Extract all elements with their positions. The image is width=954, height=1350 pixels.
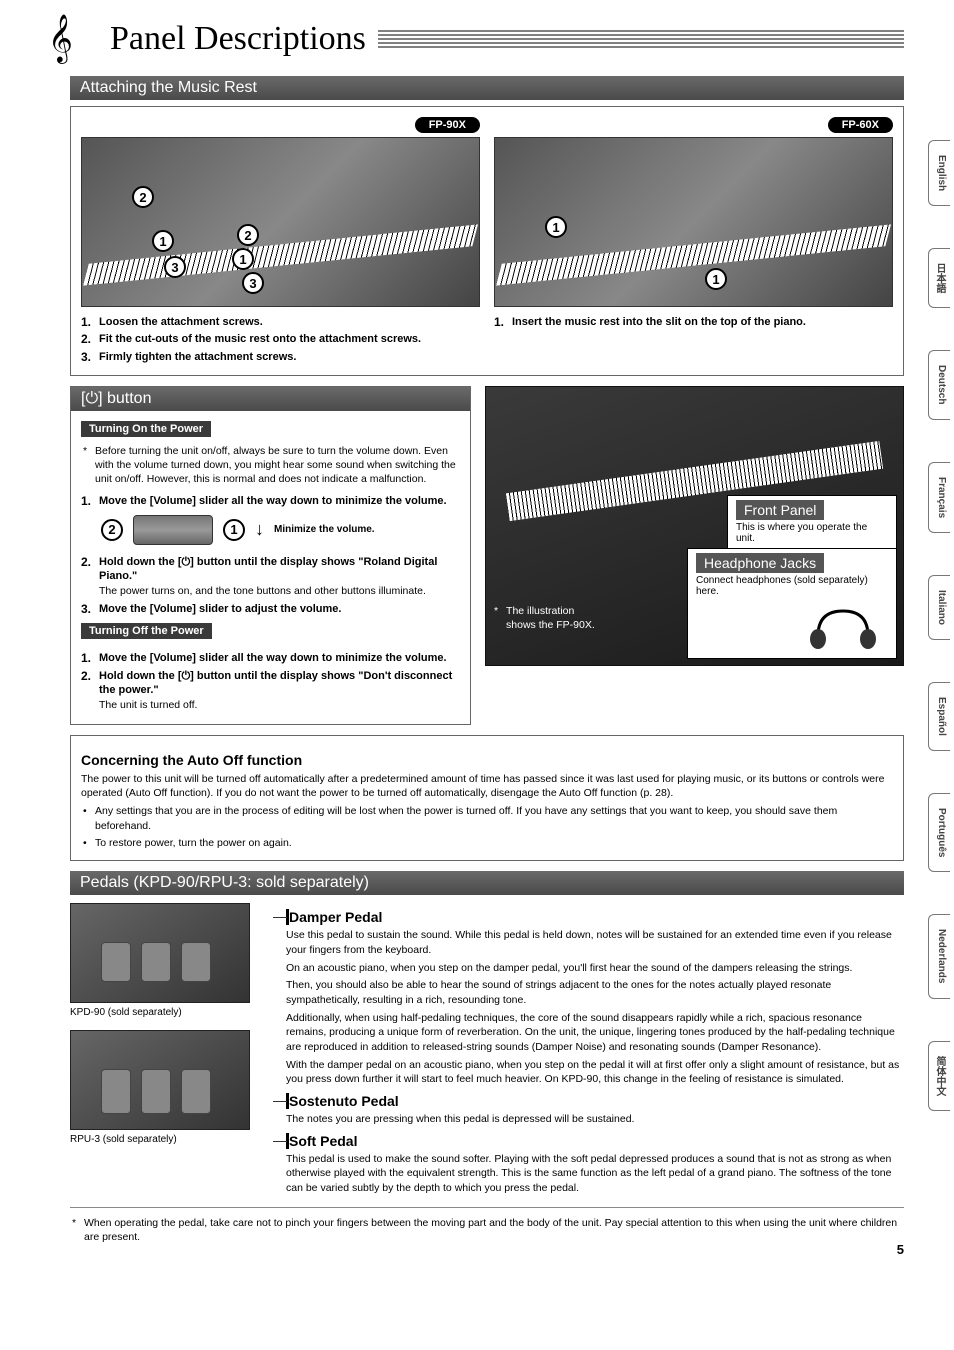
treble-clef-icon: 𝄞 <box>48 14 77 63</box>
lang-tab-portugues[interactable]: Português <box>928 793 950 872</box>
lang-tab-japanese[interactable]: 日本語 <box>928 248 950 308</box>
auto-off-bullet: Any settings that you are in the process… <box>81 804 893 833</box>
step-item: Firmly tighten the attachment screws. <box>81 350 480 364</box>
turning-off-label: Turning Off the Power <box>81 623 212 639</box>
headphone-callout: Headphone Jacks Connect headphones (sold… <box>687 548 897 659</box>
pedals-heading: Pedals (KPD-90/RPU-3: sold separately) <box>70 871 904 895</box>
auto-off-body: The power to this unit will be turned of… <box>81 772 893 801</box>
damper-p2: On an acoustic piano, when you step on t… <box>286 961 904 976</box>
step-item: Move the [Volume] slider to adjust the v… <box>81 602 460 616</box>
sostenuto-heading: Sostenuto Pedal <box>286 1093 904 1109</box>
fp90x-illustration: 2 1 3 2 1 3 <box>81 137 480 307</box>
minimize-label: Minimize the volume. <box>274 524 375 535</box>
step-bold: Move the [Volume] slider all the way dow… <box>99 495 447 507</box>
step-badge: 1 <box>705 268 727 290</box>
step-badge: 2 <box>132 186 154 208</box>
illustration-note: The illustration shows the FP-90X. <box>492 604 602 632</box>
page-title: Panel Descriptions <box>70 20 378 58</box>
fp60x-illustration: 1 1 <box>494 137 893 307</box>
fp60x-steps: Insert the music rest into the slit on t… <box>494 315 893 329</box>
step-bold: Move the [Volume] slider all the way dow… <box>99 652 447 664</box>
page-title-wrap: 𝄞 Panel Descriptions <box>70 20 904 58</box>
step-item: Fit the cut-outs of the music rest onto … <box>81 332 480 346</box>
lang-tab-english[interactable]: English <box>928 140 950 206</box>
front-panel-title: Front Panel <box>736 500 824 520</box>
soft-p1: This pedal is used to make the sound sof… <box>286 1152 904 1196</box>
damper-p5: With the damper pedal on an acoustic pia… <box>286 1058 904 1087</box>
damper-p4: Additionally, when using half-pedaling t… <box>286 1011 904 1055</box>
step-badge: 3 <box>242 272 264 294</box>
step-sub: The power turns on, and the tone buttons… <box>99 585 460 599</box>
turning-on-label: Turning On the Power <box>81 421 211 437</box>
step-badge: 2 <box>237 224 259 246</box>
auto-off-box: Concerning the Auto Off function The pow… <box>70 735 904 861</box>
power-button-box: [⏻] button Turning On the Power Before t… <box>70 386 471 725</box>
lang-tab-francais[interactable]: Français <box>928 462 950 533</box>
divider <box>70 1207 904 1208</box>
step-item: Move the [Volume] slider all the way dow… <box>81 651 460 665</box>
step-bold: Move the [Volume] slider to adjust the v… <box>99 603 341 615</box>
section-attaching-heading: Attaching the Music Rest <box>70 76 904 100</box>
soft-heading: Soft Pedal <box>286 1133 904 1149</box>
step-badge: 3 <box>164 256 186 278</box>
vol-badge: 1 <box>223 519 245 541</box>
lang-tab-chinese[interactable]: 简体中文 <box>928 1041 950 1111</box>
arrow-down-icon: ↓ <box>255 519 264 540</box>
step-badge: 1 <box>232 248 254 270</box>
lang-tab-deutsch[interactable]: Deutsch <box>928 350 950 419</box>
power-button-heading: [⏻] button <box>71 387 470 411</box>
lang-tab-italiano[interactable]: Italiano <box>928 575 950 640</box>
pedals-layout: KPD-90 (sold separately) RPU-3 (sold sep… <box>70 903 904 1199</box>
step-item: Insert the music rest into the slit on t… <box>494 315 893 329</box>
power-on-steps-cont: Hold down the [⏻] button until the displ… <box>81 555 460 617</box>
piano-main-illustration: Front Panel This is where you operate th… <box>485 386 904 666</box>
model-pill-fp90x: FP-90X <box>415 117 480 133</box>
rpu3-illustration <box>70 1030 250 1130</box>
vol-badge: 2 <box>101 519 123 541</box>
step-item: Hold down the [⏻] button until the displ… <box>81 555 460 599</box>
lang-tab-nederlands[interactable]: Nederlands <box>928 914 950 998</box>
rpu3-caption: RPU-3 (sold separately) <box>70 1134 270 1145</box>
step-badge: 1 <box>152 230 174 252</box>
lang-tab-espanol[interactable]: Español <box>928 682 950 751</box>
pre-power-note: Before turning the unit on/off, always b… <box>81 444 460 487</box>
step-item: Hold down the [⏻] button until the displ… <box>81 669 460 713</box>
headphone-desc: Connect headphones (sold separately) her… <box>696 575 888 597</box>
step-bold: Hold down the [⏻] button until the displ… <box>99 556 437 582</box>
step-sub: The unit is turned off. <box>99 699 460 713</box>
language-tabs: English 日本語 Deutsch Français Italiano Es… <box>928 140 950 1111</box>
headphone-icon <box>798 601 888 651</box>
illus-note-wrap: The illustration shows the FP-90X. <box>492 601 602 635</box>
auto-off-heading: Concerning the Auto Off function <box>81 752 893 768</box>
model-pill-fp60x: FP-60X <box>828 117 893 133</box>
kpd90-caption: KPD-90 (sold separately) <box>70 1007 270 1018</box>
attaching-box: FP-90X 2 1 3 2 1 3 Loosen the attachment… <box>70 106 904 376</box>
damper-p3: Then, you should also be able to hear th… <box>286 978 904 1007</box>
power-off-steps: Move the [Volume] slider all the way dow… <box>81 651 460 713</box>
power-on-steps: Move the [Volume] slider all the way dow… <box>81 494 460 508</box>
damper-heading: Damper Pedal <box>286 909 904 925</box>
headphone-title: Headphone Jacks <box>696 553 824 573</box>
step-bold: Hold down the [⏻] button until the displ… <box>99 670 452 696</box>
step-item: Move the [Volume] slider all the way dow… <box>81 494 460 508</box>
kpd90-illustration <box>70 903 250 1003</box>
auto-off-bullet: To restore power, turn the power on agai… <box>81 836 893 851</box>
volume-knob-icon <box>133 515 213 545</box>
step-item: Loosen the attachment screws. <box>81 315 480 329</box>
step-badge: 1 <box>545 216 567 238</box>
sostenuto-p1: The notes you are pressing when this ped… <box>286 1112 904 1127</box>
fp90x-steps: Loosen the attachment screws. Fit the cu… <box>81 315 480 364</box>
volume-illustration: 2 1 ↓ Minimize the volume. <box>101 515 460 545</box>
damper-p1: Use this pedal to sustain the sound. Whi… <box>286 928 904 957</box>
pedal-warning: When operating the pedal, take care not … <box>70 1216 904 1244</box>
front-panel-desc: This is where you operate the unit. <box>736 522 888 544</box>
page-number: 5 <box>897 1242 904 1257</box>
